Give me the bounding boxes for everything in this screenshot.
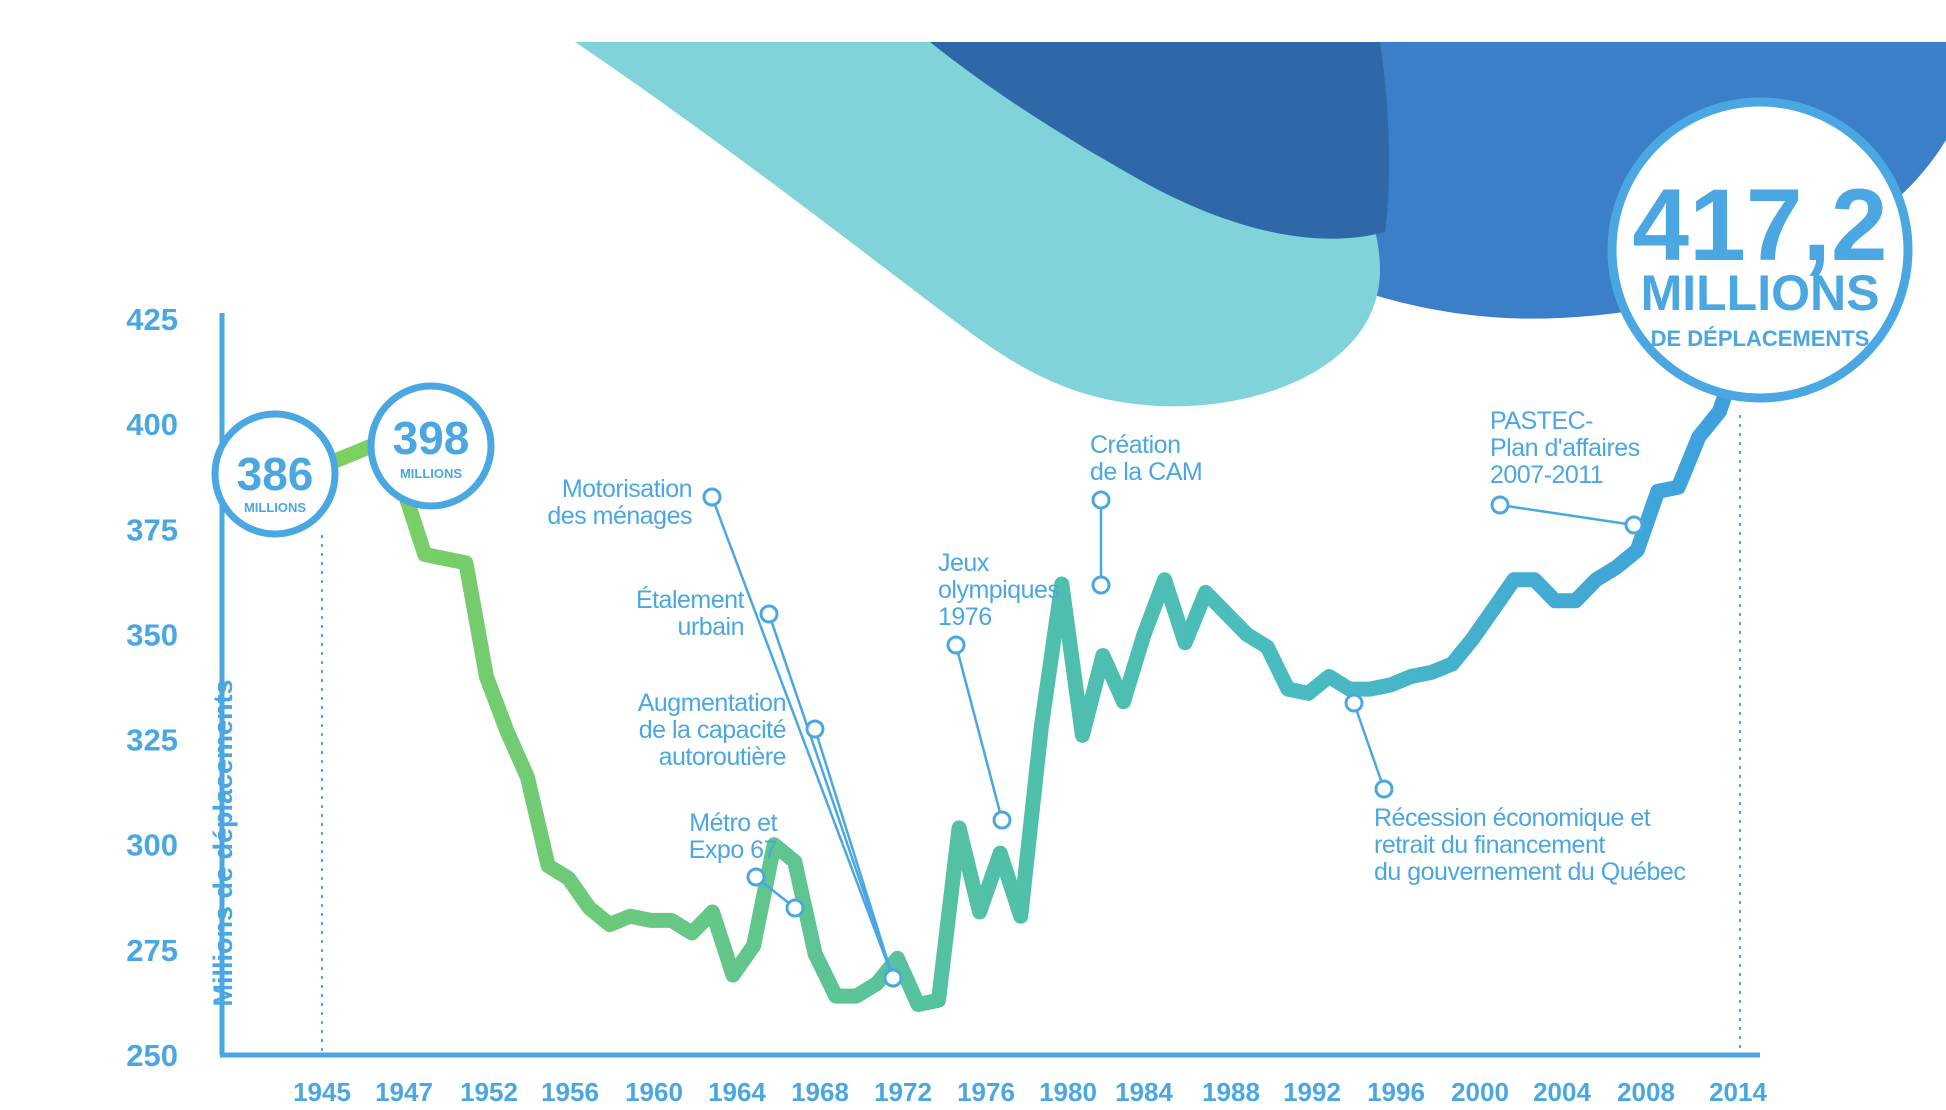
x-tick-label: 1952 <box>460 1077 518 1107</box>
annotation-leader-line <box>767 613 895 979</box>
bubble-value: 398 <box>393 412 470 464</box>
wave-dark-blue <box>930 42 1390 239</box>
series-line <box>314 344 1748 1012</box>
annotation-text: de la CAM <box>1090 458 1202 486</box>
annotation-text: Jeux <box>938 549 990 577</box>
y-tick-label: 300 <box>126 828 178 863</box>
value-bubble: 398 MILLIONS <box>367 382 495 510</box>
bubble-unit: MILLIONS <box>400 466 462 481</box>
annotation-marker <box>1624 515 1644 535</box>
annotation-marker <box>1374 779 1394 799</box>
x-tick-label: 1964 <box>708 1077 766 1107</box>
annotation-text: Motorisation <box>562 475 692 503</box>
x-tick-label: 1956 <box>541 1077 599 1107</box>
x-tick-label: 1945 <box>293 1077 351 1107</box>
annotation-text: du gouvernement du Québec <box>1374 858 1685 886</box>
bubble-ring <box>1607 97 1913 403</box>
axes <box>219 313 1760 1058</box>
bubble-unit: MILLIONS <box>244 500 306 515</box>
annotation-text: Récession économique et <box>1374 804 1651 832</box>
bubble-value: 417,2 <box>1632 168 1887 282</box>
x-tick-label: 1947 <box>375 1077 433 1107</box>
annotation-marker <box>702 487 722 507</box>
x-tick-label: 1984 <box>1115 1077 1173 1107</box>
annotation-text: olympiques <box>938 576 1059 604</box>
annotation-marker <box>946 635 966 655</box>
annotation-leader-line <box>954 644 1004 821</box>
annotation-text: 2007-2011 <box>1490 461 1603 489</box>
annotation-text: 1976 <box>938 603 992 631</box>
y-tick-label: 325 <box>126 723 178 758</box>
x-tick-label: 1976 <box>957 1077 1015 1107</box>
x-tick-label: 1996 <box>1367 1077 1425 1107</box>
annotation-marker <box>759 604 779 624</box>
y-tick-label: 425 <box>126 302 178 337</box>
annotation-text: Expo 67 <box>689 836 777 864</box>
bubble-ring <box>367 382 495 510</box>
bubble-value: 386 <box>237 448 314 500</box>
x-tick-label: 1968 <box>791 1077 849 1107</box>
x-tick-label: 1988 <box>1202 1077 1260 1107</box>
annotation-text: retrait du financement <box>1374 831 1605 859</box>
bubble-subtitle: DE DÉPLACEMENTS <box>1651 326 1870 351</box>
annotation-marker <box>1344 693 1364 713</box>
annotation-text: Création <box>1090 431 1181 459</box>
y-tick-label: 350 <box>126 617 178 652</box>
y-tick-label: 400 <box>126 407 178 442</box>
y-axis-label: Millions de déplacements <box>208 679 238 1006</box>
y-tick-label: 250 <box>126 1038 178 1073</box>
x-tick-label: 2000 <box>1451 1077 1509 1107</box>
y-tick-label: 375 <box>126 512 178 547</box>
series-group <box>314 344 1748 1012</box>
annotation-marker <box>785 898 805 918</box>
x-tick-label: 2014 <box>1709 1077 1767 1107</box>
annotation-marker <box>1490 495 1510 515</box>
annotation-marker <box>1091 490 1111 510</box>
x-tick-label: 2008 <box>1617 1077 1675 1107</box>
annotation-leader-line <box>1352 702 1386 790</box>
annotation-leader-line <box>1499 503 1635 527</box>
bubble-ring <box>211 410 339 538</box>
annotation-text: autoroutière <box>659 743 786 771</box>
annotation-text: Étalement <box>636 585 745 614</box>
annotation-leader-line <box>813 728 895 979</box>
x-tick-label: 1972 <box>874 1077 932 1107</box>
x-tick-labels: 1945 1947 1952 1956 1960 1964 1968 1972 1976 1980… <box>293 1077 1767 1107</box>
annotation-marker <box>1091 575 1111 595</box>
annotation-marker <box>746 867 766 887</box>
bubble-unit: MILLIONS <box>1641 265 1880 321</box>
annotation-text: Plan d'affaires <box>1490 434 1640 462</box>
x-tick-label: 2004 <box>1533 1077 1591 1107</box>
y-tick-label: 275 <box>126 933 178 968</box>
annotation-marker <box>883 968 903 988</box>
annotation-text: de la capacité <box>639 716 786 744</box>
annotation-marker <box>805 719 825 739</box>
x-tick-label: 1992 <box>1283 1077 1341 1107</box>
annotation-text: des ménages <box>547 502 692 530</box>
annotation-text: Augmentation <box>638 689 786 717</box>
annotation-leader-line <box>710 496 895 979</box>
x-tick-label: 1960 <box>625 1077 683 1107</box>
annotation-text: urbain <box>678 613 745 641</box>
y-tick-labels: 425 400 375 350 325 300 275 250 <box>126 302 178 1073</box>
annotation-text: Métro et <box>689 809 777 837</box>
annotation-text: PASTEC- <box>1490 407 1593 435</box>
x-tick-label: 1980 <box>1039 1077 1097 1107</box>
annotation-marker <box>992 810 1012 830</box>
